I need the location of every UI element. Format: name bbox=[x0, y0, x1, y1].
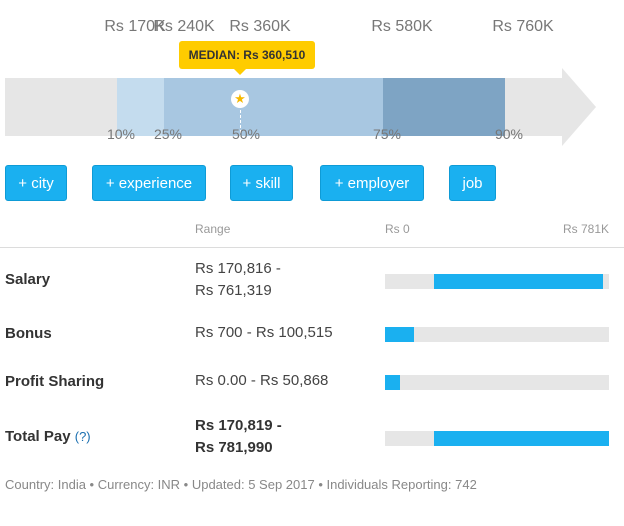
top-label-50: Rs 360K bbox=[229, 18, 291, 35]
star-icon: ★ bbox=[231, 90, 249, 108]
percentile-chart: Rs 170K Rs 240K Rs 360K Rs 580K Rs 760K … bbox=[0, 0, 624, 150]
range-bonus-line1: Rs 700 - Rs 100,515 bbox=[195, 324, 333, 341]
range-bar-profit-sharing bbox=[385, 375, 609, 390]
percentile-label-75: 75% bbox=[372, 126, 402, 142]
top-label-25: Rs 240K bbox=[153, 18, 215, 35]
range-bar-fill-profit-sharing bbox=[385, 375, 400, 390]
range-total-pay-line1: Rs 170,819 - bbox=[195, 417, 282, 434]
range-bar-fill-total-pay bbox=[434, 431, 609, 446]
add-employer-button[interactable]: + employer bbox=[320, 165, 424, 201]
band-25-75 bbox=[164, 78, 383, 136]
range-profit-sharing: Rs 0.00 - Rs 50,868 bbox=[195, 370, 328, 392]
percentile-label-90: 90% bbox=[494, 126, 524, 142]
range-bar-salary bbox=[385, 274, 609, 289]
scale-max-label: Rs 781K bbox=[563, 222, 610, 236]
median-line bbox=[240, 100, 241, 138]
row-label-bonus: Bonus bbox=[5, 325, 52, 342]
top-label-75: Rs 580K bbox=[371, 18, 433, 35]
range-bonus: Rs 700 - Rs 100,515 bbox=[195, 322, 333, 344]
row-label-total-pay: Total Pay (?) bbox=[5, 428, 91, 445]
band-10-25 bbox=[117, 78, 164, 136]
row-label-salary: Salary bbox=[5, 271, 51, 288]
table-divider bbox=[0, 247, 624, 248]
scale-min-label: Rs 0 bbox=[385, 222, 410, 236]
job-button[interactable]: job bbox=[449, 165, 496, 201]
add-city-button[interactable]: + city bbox=[5, 165, 67, 201]
top-label-90: Rs 760K bbox=[492, 18, 554, 35]
range-bar-bonus bbox=[385, 327, 609, 342]
range-bar-fill-salary bbox=[434, 274, 603, 289]
range-total-pay: Rs 170,819 - Rs 781,990 bbox=[195, 415, 282, 459]
range-profit-sharing-line1: Rs 0.00 - Rs 50,868 bbox=[195, 372, 329, 389]
range-salary-line2: Rs 761,319 bbox=[195, 282, 272, 299]
add-experience-button[interactable]: + experience bbox=[92, 165, 206, 201]
total-pay-label: Total Pay bbox=[5, 428, 71, 445]
range-total-pay-line2: Rs 781,990 bbox=[195, 439, 273, 456]
range-bar-total-pay bbox=[385, 431, 609, 446]
percentile-label-50: 50% bbox=[231, 126, 261, 142]
range-salary-line1: Rs 170,816 - bbox=[195, 260, 281, 277]
row-label-profit-sharing: Profit Sharing bbox=[5, 373, 105, 390]
footer-meta: Country: India • Currency: INR • Updated… bbox=[5, 477, 477, 492]
range-salary: Rs 170,816 - Rs 761,319 bbox=[195, 258, 281, 302]
percentile-label-10: 10% bbox=[106, 126, 136, 142]
band-75-90 bbox=[383, 78, 505, 136]
range-header: Range bbox=[195, 222, 231, 236]
top-label-10: Rs 170K bbox=[104, 18, 166, 35]
median-tooltip: MEDIAN: Rs 360,510 bbox=[179, 41, 315, 75]
total-pay-help-link[interactable]: (?) bbox=[74, 429, 91, 444]
add-skill-button[interactable]: + skill bbox=[230, 165, 293, 201]
percentile-label-25: 25% bbox=[153, 126, 183, 142]
percentile-arrow bbox=[562, 68, 596, 146]
range-bar-fill-bonus bbox=[385, 327, 414, 342]
